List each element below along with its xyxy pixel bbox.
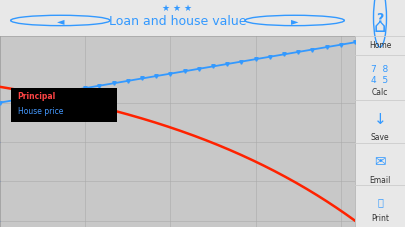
Text: ◄: ◄ [57,16,64,26]
Text: Print: Print [371,213,389,222]
Text: Loan and house value: Loan and house value [109,15,246,28]
Text: Email: Email [369,175,391,184]
Text: House price: House price [18,106,63,116]
Text: ✉: ✉ [374,154,386,168]
Text: ?: ? [376,12,384,25]
Text: ↓: ↓ [374,112,386,127]
Text: Principal: Principal [18,91,56,100]
Text: Home: Home [369,41,391,50]
Text: ⌂: ⌂ [374,17,386,36]
Text: ⬛: ⬛ [377,196,383,206]
Text: Calc: Calc [372,87,388,96]
Text: 7  8
4  5: 7 8 4 5 [371,65,389,85]
Bar [11,88,117,122]
Text: Save: Save [371,133,389,142]
Text: ★ ★ ★: ★ ★ ★ [162,4,192,13]
Text: ►: ► [291,16,298,26]
